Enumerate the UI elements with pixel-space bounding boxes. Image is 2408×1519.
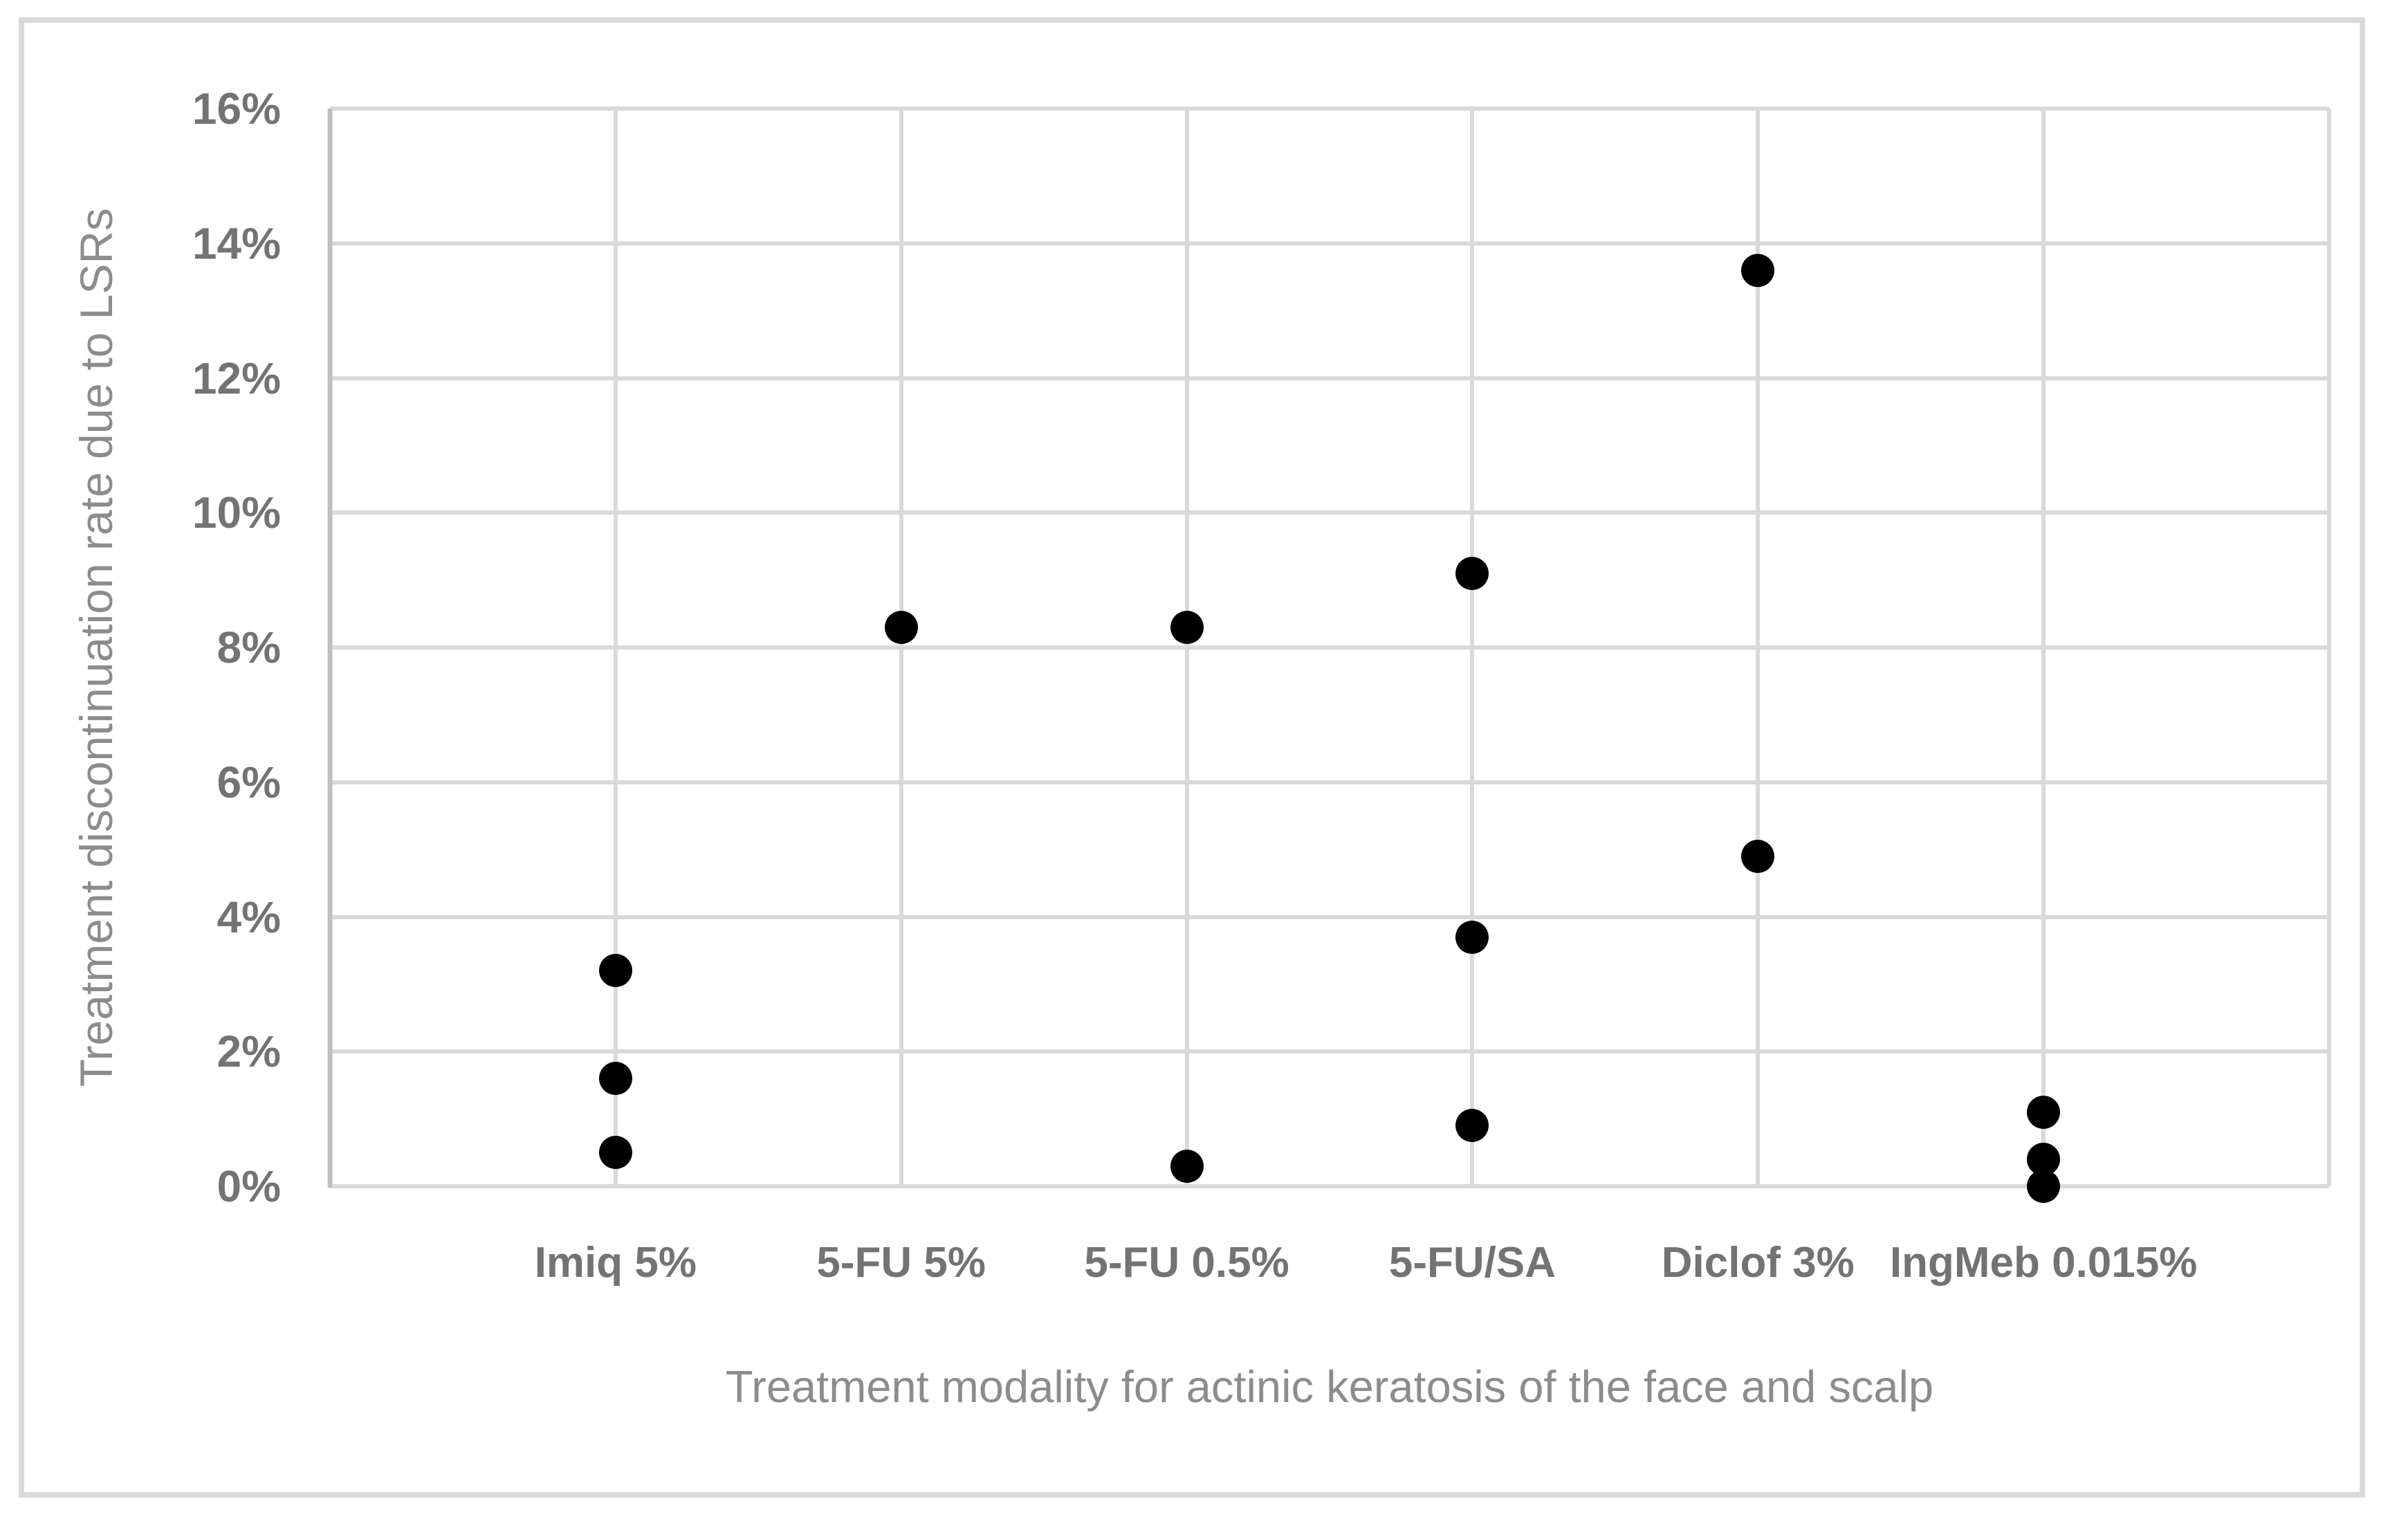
x-category-label: Imiq 5% [534,1239,697,1287]
data-point [1455,556,1489,590]
data-point [884,610,918,644]
y-tick-label: 14% [192,218,281,268]
x-category-label: 5-FU 0.5% [1084,1239,1289,1287]
x-category-label: 5-FU/SA [1388,1239,1556,1287]
data-point [598,954,632,988]
y-tick-label: 10% [192,488,281,538]
x-category-label: Diclof 3% [1661,1239,1855,1287]
chart-border [19,17,2365,1498]
y-axis-line [327,109,333,1188]
x-axis-category-labels: Imiq 5% 5-FU 5% 5-FU 0.5% 5-FU/SA Diclof 3% I… [330,1242,2329,1297]
data-point [598,1136,632,1170]
x-gridline [1184,109,1189,1186]
data-point [1741,253,1775,287]
y-gridline [330,1049,2329,1054]
x-gridline [1470,109,1475,1186]
y-gridline [330,241,2329,246]
y-gridline [330,645,2329,650]
data-point [1170,610,1204,644]
data-point [1170,1149,1204,1183]
y-gridline [330,510,2329,515]
plot-area [330,107,2331,1203]
y-gridline [330,780,2329,784]
x-gridline [899,109,903,1186]
y-tick-label: 6% [217,757,282,807]
x-gridline [2041,109,2046,1186]
y-gridline [330,914,2329,919]
plot-right-border [2327,109,2331,1186]
y-gridline [330,107,2329,111]
y-tick-label: 4% [217,892,282,942]
y-axis-tick-labels: 0% 2% 4% 6% 8% 10% 12% 14% 16% [131,86,282,1208]
x-category-label: IngMeb 0.015% [1889,1239,2198,1287]
y-gridline [330,376,2329,380]
data-point [1455,920,1489,954]
data-point [1741,839,1775,873]
data-point [2027,1095,2061,1129]
y-tick-label: 0% [217,1161,282,1211]
data-point [598,1062,632,1096]
y-tick-label: 8% [217,623,282,672]
y-tick-label: 16% [192,84,281,134]
data-point [2027,1170,2061,1203]
y-axis-title: Treatment discontinuation rate due to LS… [71,208,122,1087]
x-gridline [613,109,618,1186]
x-category-label: 5-FU 5% [816,1239,986,1287]
y-gridline [330,1184,2329,1188]
y-tick-label: 2% [217,1027,282,1077]
y-tick-label: 12% [192,353,281,403]
x-gridline [1756,109,1761,1186]
data-point [1455,1109,1489,1143]
x-axis-title: Treatment modality for actinic keratosis… [725,1361,1934,1412]
